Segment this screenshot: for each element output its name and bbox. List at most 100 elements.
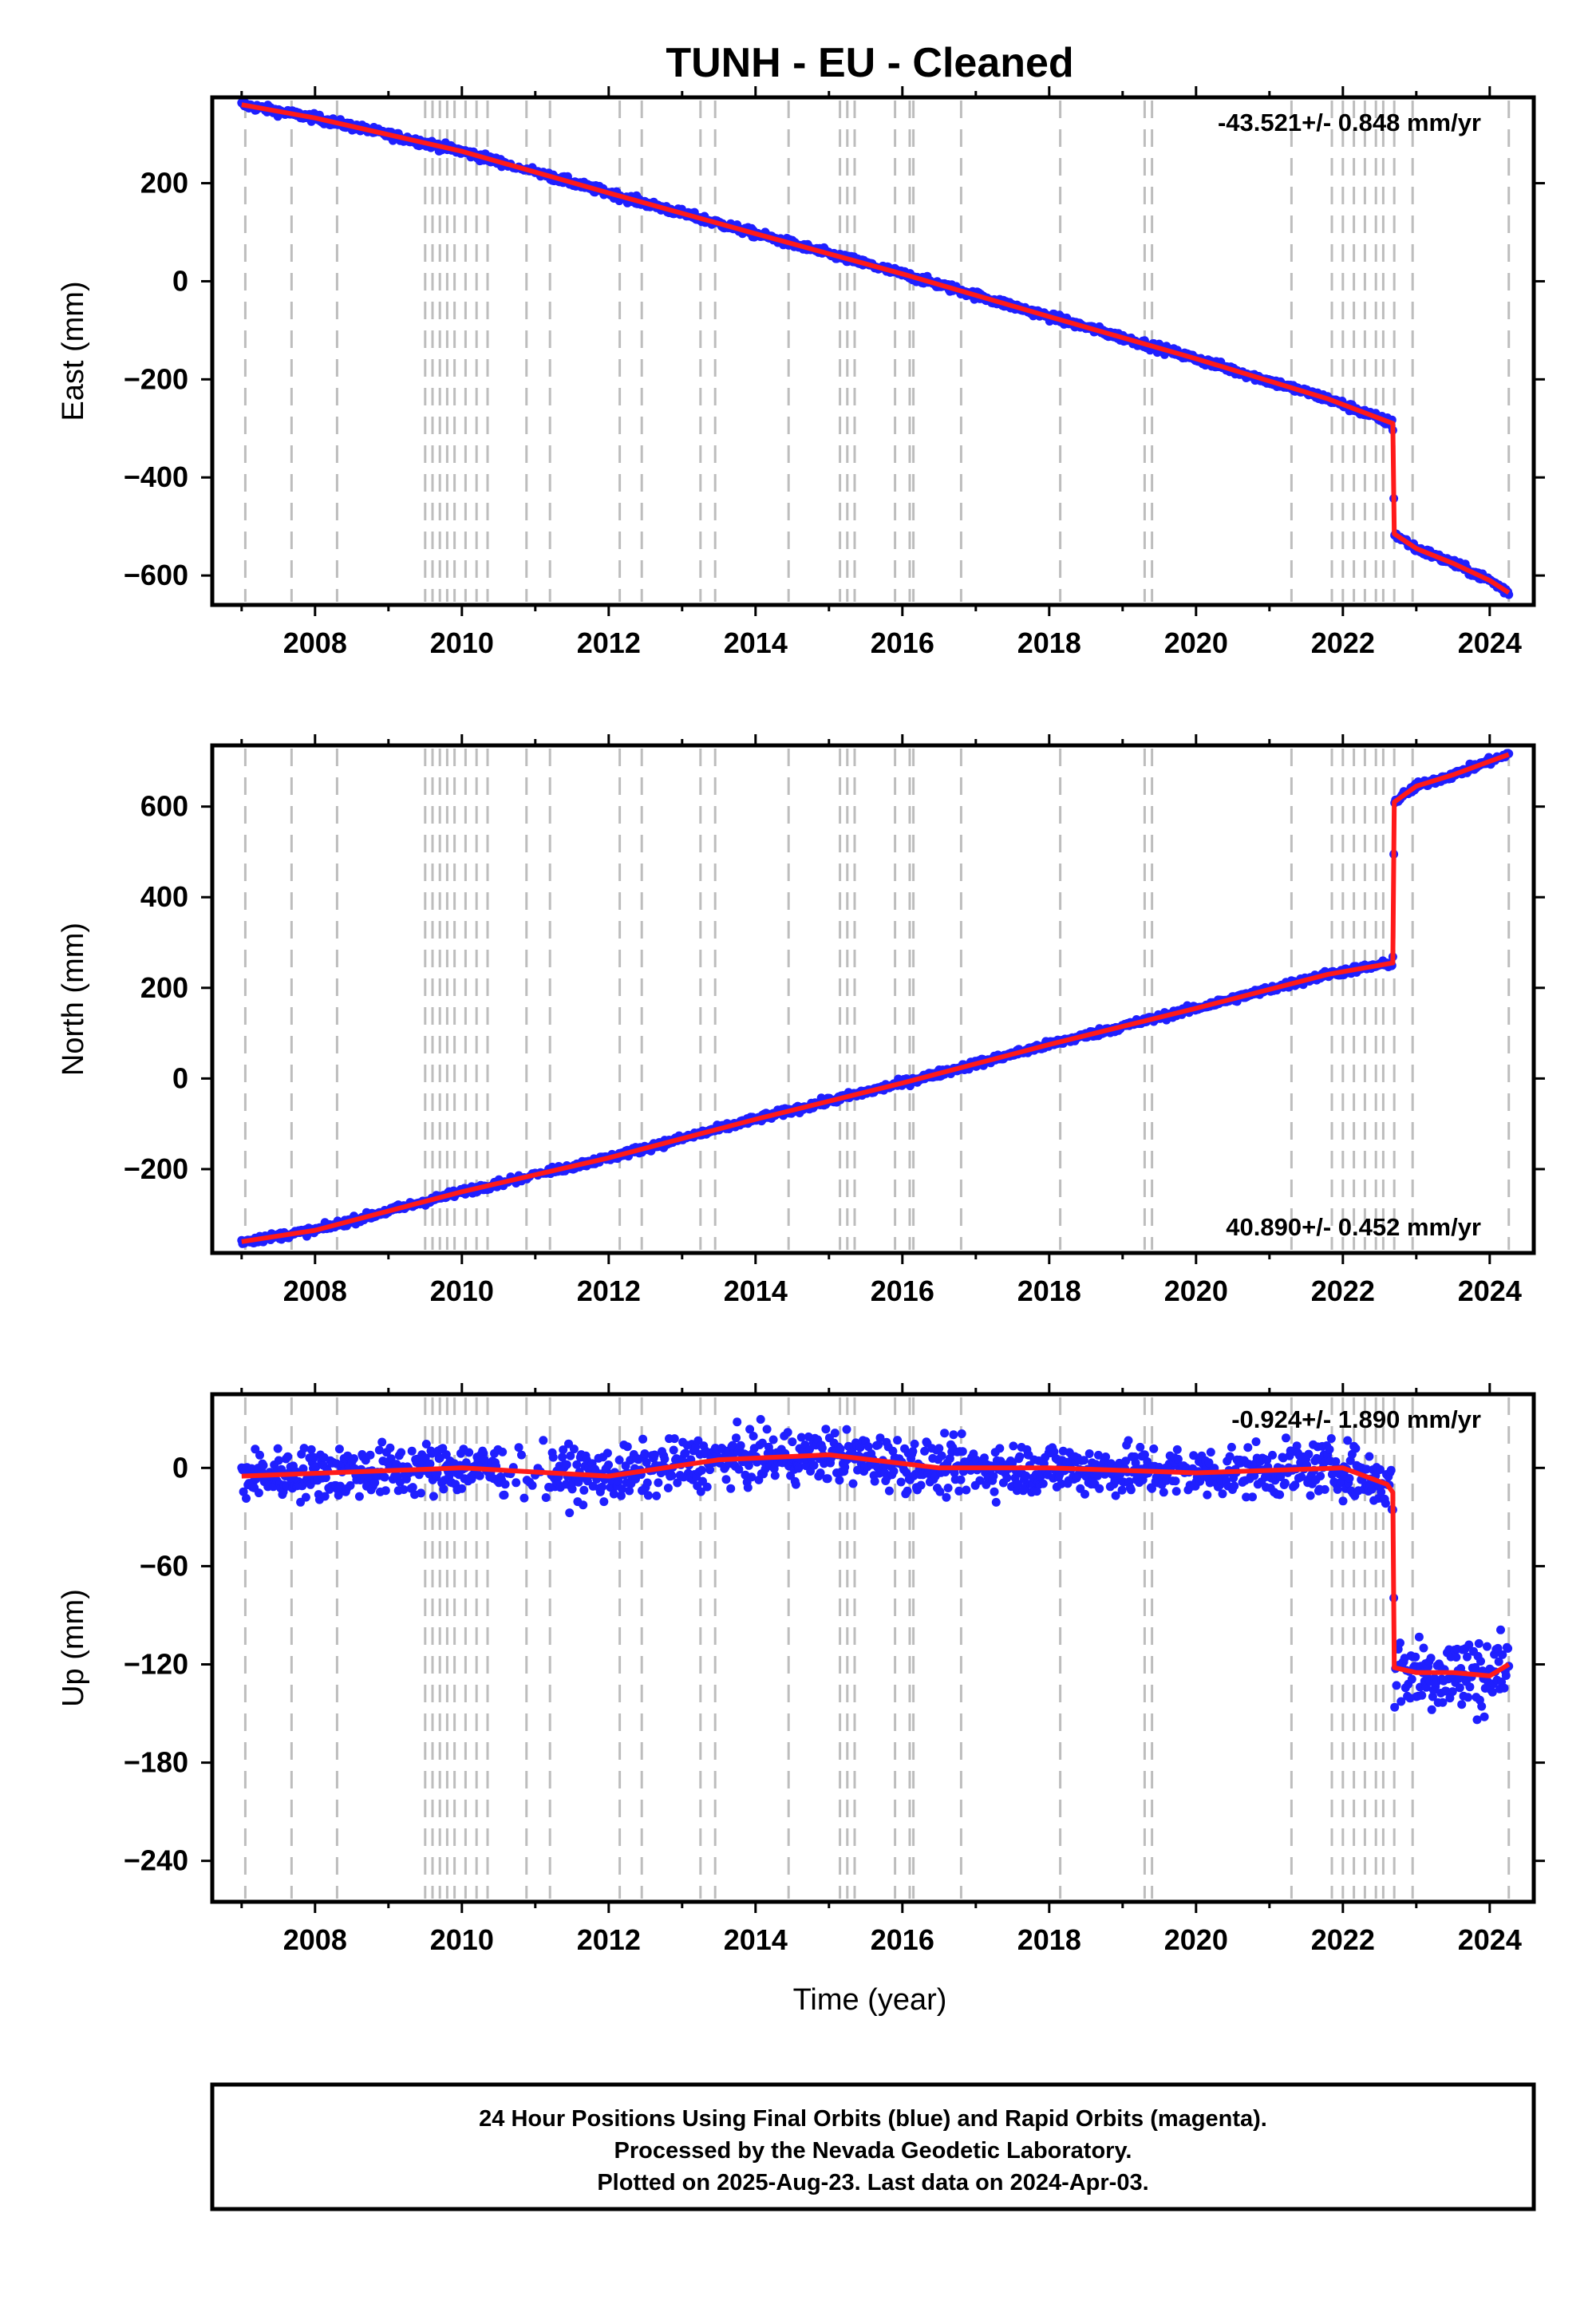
x-tick-label: 2018 [1017, 626, 1081, 659]
panel-0: 2008 2010 2012 2014 2016 2018 2020 2022 2024 200 0… [57, 86, 1545, 659]
data-point [1396, 1638, 1404, 1648]
data-point [408, 1483, 417, 1492]
data-point [821, 1425, 831, 1434]
data-point [1427, 1705, 1436, 1714]
data-point [884, 1486, 894, 1496]
y-tick-label: −240 [124, 1844, 188, 1877]
data-point [377, 1437, 387, 1447]
y-axis-label: North (mm) [57, 923, 90, 1076]
data-point [705, 1465, 715, 1475]
data-point [870, 1476, 879, 1486]
data-point [567, 1484, 577, 1494]
data-point [673, 1478, 682, 1488]
y-tick-label: 400 [140, 880, 188, 913]
data-point [500, 1490, 509, 1500]
data-point [1290, 1480, 1300, 1490]
data-point [334, 1491, 343, 1500]
data-point [903, 1486, 912, 1496]
data-point [942, 1492, 951, 1502]
data-point [464, 1448, 474, 1457]
data-point [816, 1468, 825, 1478]
x-tick-label: 2008 [283, 1923, 347, 1956]
y-tick-label: −400 [124, 460, 188, 493]
data-point [1243, 1443, 1253, 1452]
data-point [823, 1474, 832, 1484]
data-point [747, 1472, 757, 1482]
data-point [1333, 1484, 1342, 1494]
data-point [558, 1452, 567, 1462]
data-point [896, 1477, 906, 1487]
data-point [670, 1434, 679, 1444]
data-point [667, 1471, 677, 1480]
y-tick-label: 600 [140, 790, 188, 823]
rate-label: 40.890+/- 0.452 mm/yr [1226, 1213, 1481, 1241]
rate-label: -0.924+/- 1.890 mm/yr [1231, 1405, 1481, 1433]
data-point [1126, 1485, 1136, 1495]
data-point [1386, 1465, 1396, 1475]
data-point [1131, 1458, 1140, 1468]
data-point [1331, 1456, 1341, 1466]
y-tick-label: −600 [124, 559, 188, 591]
data-point [1080, 1489, 1089, 1499]
data-point [1173, 1454, 1183, 1464]
data-point [1326, 1434, 1336, 1443]
data-point [1095, 1484, 1104, 1493]
data-point [1381, 1499, 1390, 1508]
data-point [1496, 1625, 1505, 1634]
data-point [1084, 1449, 1094, 1458]
y-tick-label: −60 [140, 1549, 188, 1582]
data-point [251, 1445, 260, 1454]
data-point [1338, 1496, 1348, 1506]
data-point [247, 1464, 256, 1473]
data-point [749, 1432, 758, 1441]
data-point [1464, 1640, 1474, 1650]
data-point [1021, 1471, 1031, 1480]
data-point [643, 1491, 653, 1500]
y-tick-label: 0 [172, 1061, 188, 1094]
y-axis-label: East (mm) [57, 281, 90, 421]
data-point [962, 1485, 971, 1495]
data-point [956, 1475, 966, 1484]
data-point [848, 1479, 858, 1488]
data-point [1501, 1671, 1511, 1680]
data-point [809, 1460, 819, 1470]
data-point [346, 1480, 355, 1490]
data-points [237, 98, 1514, 599]
panel-1: 2008 2010 2012 2014 2016 2018 2020 2022 2024 600 4… [57, 734, 1545, 1307]
footer-line-2: Processed by the Nevada Geodetic Laborat… [614, 2138, 1132, 2164]
data-point [770, 1471, 780, 1480]
data-point [1117, 1485, 1127, 1495]
data-point [298, 1464, 308, 1473]
data-point [457, 1484, 467, 1493]
data-point [1465, 1682, 1475, 1692]
data-point [1012, 1486, 1021, 1496]
data-point [1428, 1692, 1437, 1701]
data-point [1407, 1674, 1416, 1684]
chart-title: TUNH - EU - Cleaned [666, 40, 1073, 86]
data-point [702, 1482, 712, 1492]
data-point [1476, 1657, 1485, 1666]
data-point [663, 1484, 673, 1492]
data-point [1426, 1654, 1436, 1663]
x-tick-label: 2008 [283, 626, 347, 659]
data-point [421, 1453, 430, 1463]
data-point [1498, 1650, 1507, 1659]
data-point [616, 1491, 626, 1500]
data-point [301, 1492, 310, 1502]
data-point [1242, 1492, 1251, 1502]
model-fit-line [241, 102, 1511, 595]
y-tick-label: 0 [172, 1451, 188, 1484]
data-point [299, 1444, 309, 1453]
data-point [397, 1448, 406, 1457]
data-point [320, 1492, 330, 1501]
data-point [421, 1440, 431, 1448]
data-point [954, 1486, 964, 1496]
data-point [500, 1480, 510, 1489]
data-point [1464, 1693, 1473, 1702]
data-point [1455, 1683, 1464, 1693]
y-tick-label: 0 [172, 264, 188, 297]
x-tick-label: 2014 [724, 1923, 788, 1956]
data-point [1367, 1484, 1377, 1494]
data-point [277, 1464, 286, 1474]
